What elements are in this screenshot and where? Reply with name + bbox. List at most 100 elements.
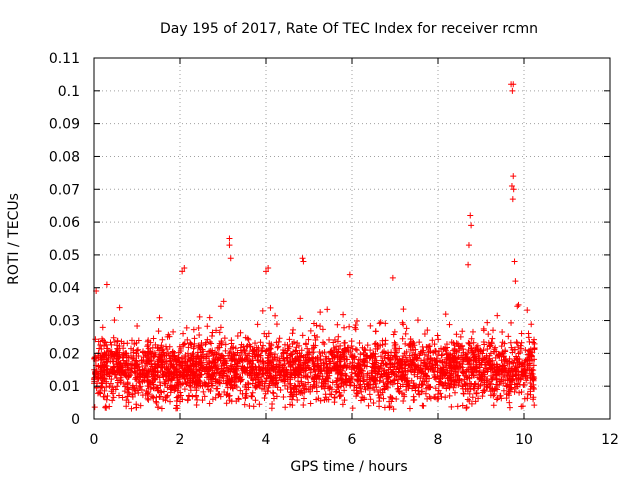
data-point [381, 383, 388, 390]
x-tick-label: 10 [515, 432, 533, 448]
data-point [101, 393, 108, 400]
data-point [255, 376, 262, 383]
data-point [432, 348, 439, 355]
data-point [423, 385, 430, 392]
data-point [420, 402, 427, 409]
data-point [147, 384, 154, 391]
data-point [446, 321, 453, 328]
data-point [434, 332, 441, 339]
data-point [97, 341, 104, 348]
data-point [98, 372, 105, 379]
data-point [325, 396, 332, 403]
data-point [498, 343, 505, 350]
data-point [364, 342, 371, 349]
data-point [421, 331, 428, 338]
data-point [380, 379, 387, 386]
data-point [381, 348, 388, 355]
data-point [352, 326, 359, 333]
data-point [403, 348, 410, 355]
x-tick-label: 12 [601, 432, 619, 448]
data-point [298, 380, 305, 387]
data-point [514, 303, 521, 310]
data-point [429, 365, 436, 372]
data-point [335, 346, 342, 353]
data-point [162, 397, 169, 404]
data-point [281, 378, 288, 385]
data-point [331, 346, 338, 353]
data-point [158, 389, 165, 396]
data-point [277, 387, 284, 394]
data-point [148, 357, 155, 364]
data-point [442, 379, 449, 386]
data-point [341, 339, 348, 346]
data-point [103, 281, 110, 288]
data-point [343, 347, 350, 354]
data-point [273, 364, 280, 371]
data-point [365, 381, 372, 388]
data-point [184, 336, 191, 343]
y-tick-labels: 0 0.01 0.02 0.03 0.04 0.05 0.06 0.07 0.08 0.09 0.1… [49, 51, 80, 428]
data-point [191, 335, 198, 342]
data-point [131, 365, 138, 372]
data-point [468, 400, 475, 407]
data-point [228, 378, 235, 385]
data-point [375, 392, 382, 399]
data-point [519, 360, 526, 367]
data-point [378, 360, 385, 367]
data-point [412, 346, 419, 353]
data-point [244, 380, 251, 387]
data-point [267, 349, 274, 356]
y-tick-label: 0.04 [49, 281, 80, 297]
data-point [510, 173, 517, 180]
data-point [139, 378, 146, 385]
data-point [311, 344, 318, 351]
data-point [500, 380, 507, 387]
data-point [201, 379, 208, 386]
data-point [522, 346, 529, 353]
data-point [316, 370, 323, 377]
data-point [272, 368, 279, 375]
data-point [322, 391, 329, 398]
data-point [425, 359, 432, 366]
data-point [260, 361, 267, 368]
data-point [469, 328, 476, 335]
data-point [262, 366, 269, 373]
data-point [515, 344, 522, 351]
data-point [365, 402, 372, 409]
data-point [240, 343, 247, 350]
data-point [358, 397, 365, 404]
data-point [118, 338, 125, 345]
data-point [261, 394, 268, 401]
data-point [114, 379, 121, 386]
data-point [208, 382, 215, 389]
data-point [336, 389, 343, 396]
data-point [442, 362, 449, 369]
data-point [170, 328, 177, 335]
data-point [376, 378, 383, 385]
data-point [453, 355, 460, 362]
data-point [155, 328, 162, 335]
data-point [493, 396, 500, 403]
data-point [473, 389, 480, 396]
data-point [145, 337, 152, 344]
data-point [280, 372, 287, 379]
data-point [269, 389, 276, 396]
data-point [514, 340, 521, 347]
data-point [103, 396, 110, 403]
data-point [227, 345, 234, 352]
data-point [379, 357, 386, 364]
data-point [348, 369, 355, 376]
data-point [518, 363, 525, 370]
data-point [487, 350, 494, 357]
data-point [216, 372, 223, 379]
data-point [297, 365, 304, 372]
data-point [297, 387, 304, 394]
data-point [386, 398, 393, 405]
data-point [264, 388, 271, 395]
data-point [173, 357, 180, 364]
y-tick-label: 0.11 [49, 51, 80, 67]
data-point [401, 375, 408, 382]
data-point [177, 381, 184, 388]
data-point [157, 393, 164, 400]
data-point [390, 406, 397, 413]
